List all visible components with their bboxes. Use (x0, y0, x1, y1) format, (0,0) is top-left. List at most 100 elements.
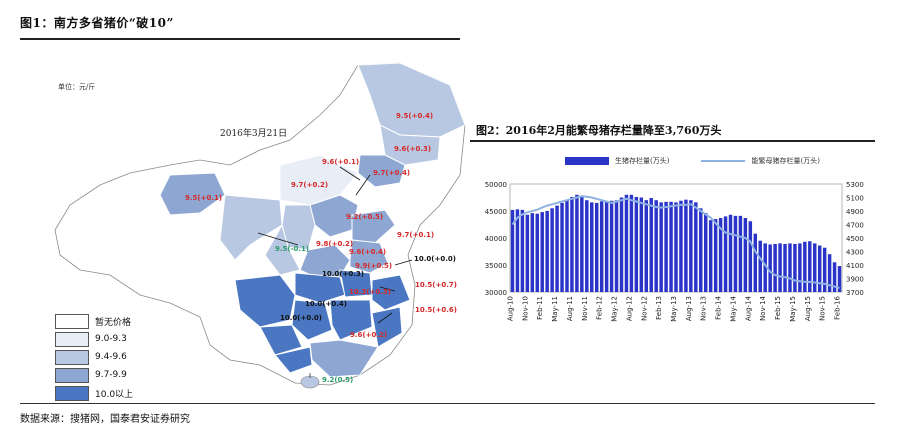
x-tick-label: Nov-14 (759, 295, 767, 320)
bar (555, 205, 559, 292)
bar (753, 233, 758, 292)
bar (728, 214, 733, 292)
map-label: 9.8(+0.2) (316, 240, 354, 248)
region-hubei (294, 272, 346, 304)
y-right-tick-label: 5100 (846, 195, 864, 203)
map-label: 9.9(+0.5) (355, 262, 393, 270)
bar (778, 243, 782, 292)
bar (817, 245, 822, 292)
source-note: 数据来源：搜猪网，国泰君安证券研究 (20, 414, 190, 425)
y-right-tick-label: 4700 (846, 222, 864, 230)
map-label: 10.5(+0.6) (415, 306, 457, 314)
x-tick-label: Feb-11 (536, 296, 544, 320)
bar (808, 241, 812, 292)
bar (614, 200, 619, 292)
bar (832, 262, 837, 292)
region-guizhou (259, 324, 303, 356)
bar (535, 213, 539, 292)
map-label: 9.7(+0.2) (291, 181, 329, 189)
x-tick-label: Feb-15 (774, 296, 782, 320)
bar (510, 209, 515, 292)
title-rule-2 (470, 140, 875, 142)
map-label: 10.0(+0.0) (414, 255, 456, 263)
map-label: 9.5(+0.4) (396, 112, 434, 120)
legend-item: 9.7-9.9 (55, 366, 133, 384)
region-gansu (219, 194, 283, 261)
map-label: 9.5(-0.1) (275, 245, 310, 253)
map-label: 9.7(+0.4) (373, 169, 411, 177)
bar (634, 196, 639, 292)
map-label: 10.5(+0.7) (415, 281, 457, 289)
bar (827, 254, 832, 292)
bar (575, 194, 579, 292)
bar (738, 215, 743, 292)
bar (723, 216, 728, 292)
legend-item: 9.0-9.3 (55, 330, 133, 348)
bar (659, 202, 663, 292)
region-shandong (351, 209, 396, 244)
y-right-tick-label: 4900 (846, 208, 864, 216)
x-tick-label: Nov-15 (819, 296, 827, 321)
bar (540, 212, 544, 292)
region-jiangxi (329, 299, 373, 341)
bar (758, 240, 762, 292)
map-label: 10.0(+0.0) (280, 314, 322, 322)
figure1-title: 图1：南方多省猪价“破10” (20, 16, 174, 30)
bottom-rule (20, 403, 875, 404)
map-label: 10.3(+0.3) (349, 288, 391, 296)
bar (718, 218, 723, 292)
x-tick-label: Aug-11 (566, 296, 574, 321)
region-zhejiang (371, 274, 411, 311)
map-legend: 暂无价格 9.0-9.3 9.4-9.6 9.7-9.9 10.0以上 (55, 312, 133, 402)
y-left-tick-label: 30000 (485, 289, 507, 297)
y-right-tick-label: 3700 (846, 289, 864, 297)
x-tick-label: Aug-12 (625, 296, 633, 321)
bar (565, 200, 569, 292)
bar (773, 243, 777, 292)
bar (679, 200, 683, 292)
bar (793, 243, 797, 292)
bar (768, 244, 772, 292)
china-price-map (54, 62, 466, 389)
region-guangdong (309, 339, 379, 378)
map-label: 9.7(+0.1) (397, 231, 435, 239)
bar (763, 243, 767, 292)
map-label: 9.5(+0.1) (185, 194, 223, 202)
x-tick-label: Aug-10 (506, 296, 514, 321)
map-label: 10.0(+0.3) (322, 270, 364, 278)
x-tick-label: Feb-14 (715, 295, 723, 319)
y-left-tick-label: 35000 (485, 262, 507, 270)
bar (520, 209, 525, 292)
bar (684, 199, 688, 292)
sow-inventory-chart: 30000 35000 40000 45000 50000 3700 3900 4100 430… (485, 181, 864, 322)
y-right-tick-label: 4500 (846, 235, 864, 243)
region-hunan (291, 299, 333, 341)
y-left-tick-label: 50000 (485, 181, 507, 189)
bar (530, 213, 535, 292)
legend-item: 10.0以上 (55, 384, 133, 402)
figure2-title: 图2：2016年2月能繁母猪存栏量降至3,760万头 (476, 124, 722, 137)
legend-label-bar: 生猪存栏量(万头) (615, 157, 670, 165)
bar (580, 195, 584, 292)
bar (748, 221, 753, 292)
bar (669, 201, 673, 292)
unit-label: 单位：元/斤 (58, 83, 96, 91)
bar (674, 202, 678, 292)
bar (639, 197, 644, 292)
x-tick-label: Aug-15 (804, 296, 812, 321)
map-label: 9.6(+0.1) (322, 158, 360, 166)
x-tick-label: Nov-10 (521, 296, 529, 321)
title-rule-1 (20, 38, 460, 40)
map-label: 9.2(0.5) (322, 376, 354, 384)
y-left-tick-label: 40000 (485, 235, 507, 243)
y-left-tick-label: 45000 (485, 208, 507, 216)
x-tick-label: Nov-11 (581, 296, 589, 321)
x-tick-label: Nov-12 (640, 296, 648, 321)
y-right-tick-label: 4100 (846, 262, 864, 270)
map-label: 10.0(+0.4) (305, 300, 347, 308)
map-label: 9.6(+0.3) (394, 145, 432, 153)
bar (599, 201, 604, 292)
map-label: 9.6(+0.4) (349, 248, 387, 256)
y-right-tick-label: 3900 (846, 276, 864, 284)
bar (664, 201, 668, 292)
